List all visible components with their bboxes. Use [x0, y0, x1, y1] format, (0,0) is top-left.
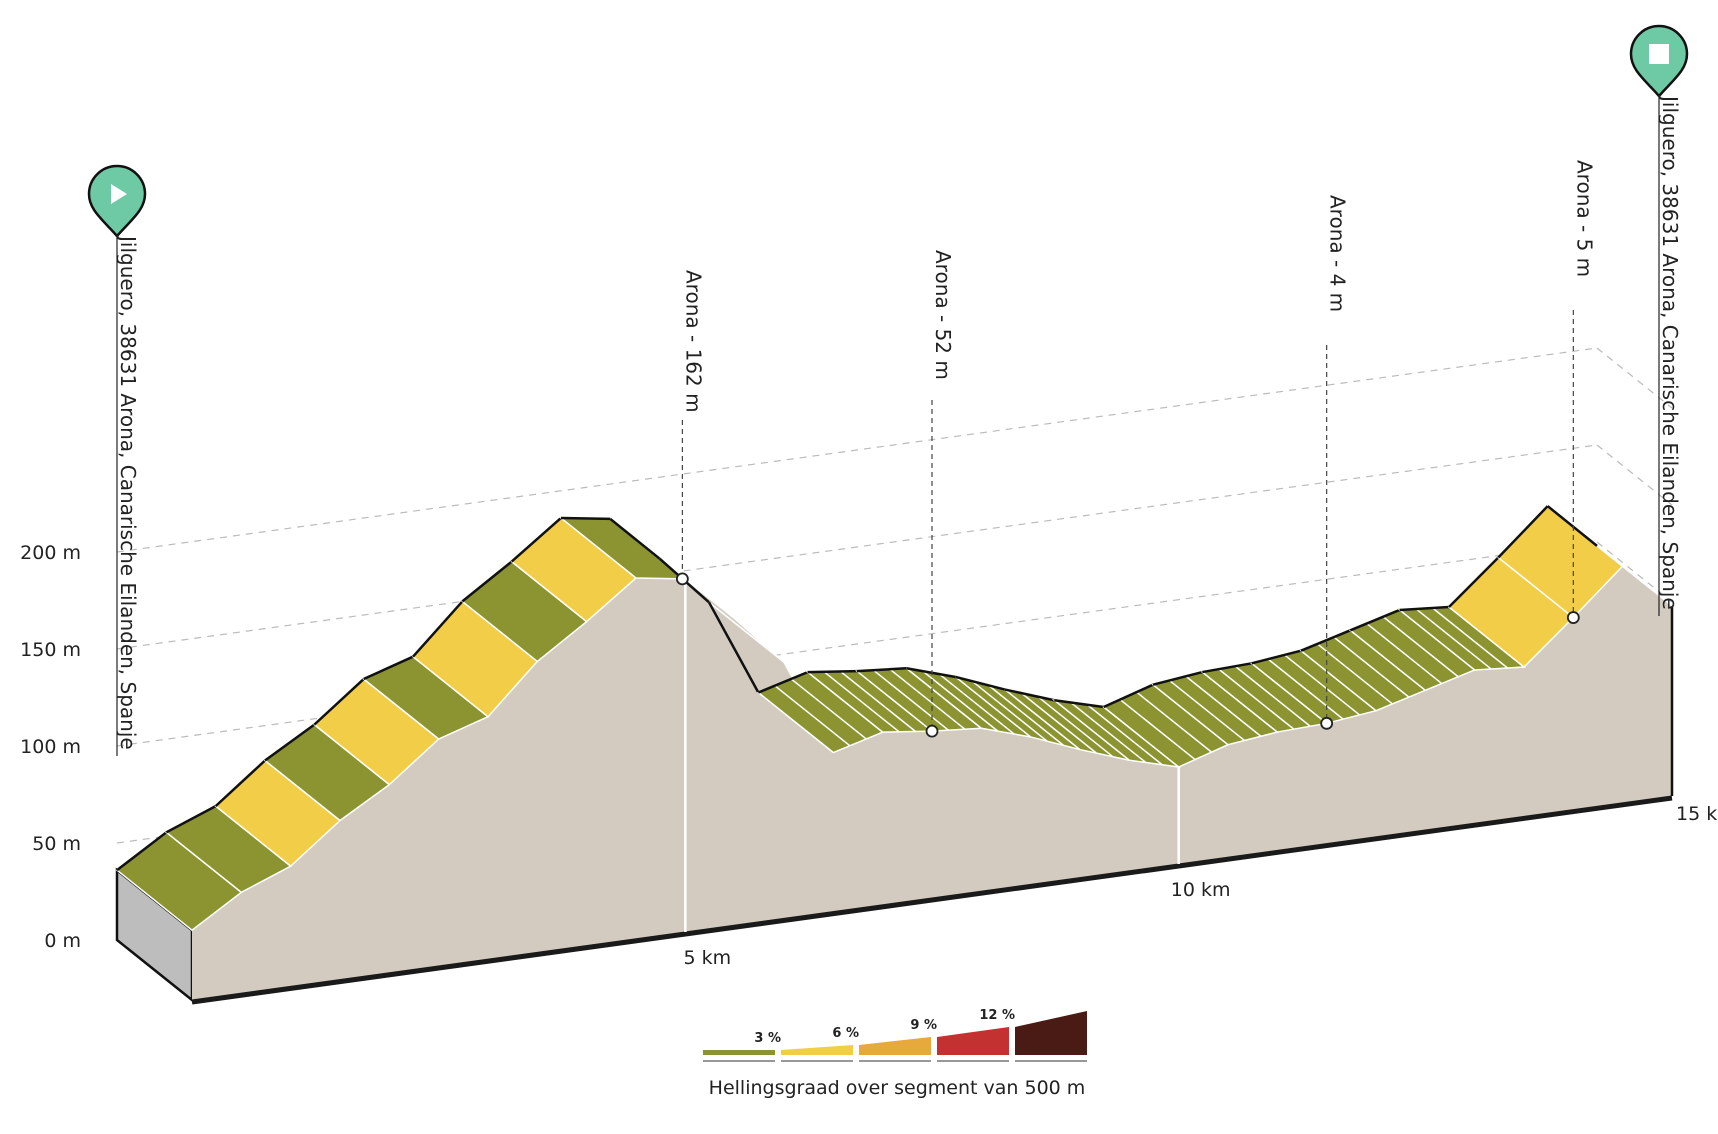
profile-ridge-line: [1546, 505, 1598, 547]
surface-hatch: [1382, 616, 1459, 678]
profile-ridge-line: [116, 831, 168, 872]
surface-hatch: [1119, 698, 1196, 761]
surface-hatch: [1037, 696, 1114, 758]
grid-line: [116, 444, 1598, 650]
start-finish-layer: Jilguero, 38631 Arona, Canarische Eiland…: [87, 24, 1689, 756]
legend-label: 12 %: [979, 1008, 1015, 1023]
profile-ridge-line: [609, 517, 661, 560]
profile-ridge-line: [906, 667, 956, 679]
finish-label: Jilguero, 38631 Arona, Canarische Eiland…: [1658, 94, 1682, 610]
profile-ridge-line: [1300, 629, 1351, 652]
x-tick-label: 10 km: [1171, 879, 1231, 901]
profile-ridge-line: [165, 805, 217, 834]
profile-ridge-line: [1399, 605, 1450, 612]
surface-hatch: [1316, 643, 1393, 705]
surface-hatch: [1070, 701, 1147, 764]
y-tick-label: 200 m: [20, 542, 81, 564]
waypoint-label: Arona - 4 m: [1326, 195, 1350, 312]
x-tick-label: 15 km: [1676, 803, 1718, 825]
profile-ridge-line: [1054, 698, 1104, 709]
gradient-segments-layer: [115, 505, 1673, 932]
profile-ridge-line: [412, 600, 464, 658]
surface-hatch: [1086, 704, 1163, 766]
play-icon: [111, 184, 127, 204]
profile-ridge-line: [1103, 683, 1154, 709]
profile-ridge-line: [1497, 505, 1549, 559]
surface-hatch: [938, 673, 1015, 735]
surface-hatch: [774, 685, 851, 747]
profile-ridge-line: [264, 723, 316, 762]
surface-hatch: [1284, 654, 1361, 716]
legend-swatch: [859, 1037, 931, 1055]
gradient-legend: 3 % 6 % 9 % 12 % Hellingsgraad over segment …: [703, 1008, 1087, 1099]
surface-hatch: [1218, 668, 1295, 730]
profile-ridge-line: [1251, 649, 1302, 665]
profile-ridge-line: [757, 670, 809, 694]
axis-layer: 0 m 50 m 100 m 150 m 200 m 5 km 10 km 15 km: [20, 542, 1718, 969]
surface-hatch: [790, 678, 867, 740]
profile-ridge-line: [363, 655, 414, 681]
profile-ridge-line: [1349, 608, 1401, 632]
legend-label: 6 %: [832, 1026, 859, 1041]
start-label: Jilguero, 38631 Arona, Canarische Eiland…: [116, 234, 140, 750]
surface-hatch: [1234, 665, 1311, 727]
waypoints-layer: Arona - 162 m Arona - 52 m Arona - 4 m Aron…: [675, 160, 1596, 738]
waypoint-dot: [675, 572, 689, 586]
x-tick-label: 5 km: [684, 947, 732, 969]
legend-label: 9 %: [910, 1018, 937, 1033]
surface-hatch: [1185, 675, 1262, 737]
y-tick-label: 100 m: [20, 736, 81, 758]
waypoint-dot: [1566, 611, 1580, 624]
terrain-front-face: [192, 566, 1672, 1000]
y-tick-label: 0 m: [44, 930, 81, 952]
profile-ridge-line: [461, 560, 513, 603]
surface-hatch: [988, 684, 1065, 746]
waypoint-dot: [925, 724, 939, 738]
surface-hatch: [922, 670, 999, 732]
legend-label: 3 %: [754, 1031, 781, 1046]
profile-ridge-line: [560, 516, 611, 521]
surface-hatch: [1267, 658, 1344, 720]
y-tick-label: 50 m: [32, 833, 81, 855]
surface-hatch: [1136, 691, 1213, 753]
profile-ridge-line: [1202, 662, 1252, 674]
terrain-floor-edge: [191, 795, 1673, 1005]
surface-hatch: [971, 680, 1048, 742]
profile-ridge-line: [510, 517, 562, 563]
surface-hatch: [823, 671, 900, 733]
surface-hatch: [872, 669, 949, 731]
waypoint-label: Arona - 162 m: [681, 270, 705, 413]
profile-ridge-line: [955, 675, 1006, 691]
legend-swatch: [937, 1027, 1009, 1055]
profile-ridge-line: [1448, 556, 1500, 608]
profile-ridge-line: [807, 669, 858, 674]
start-marker-pin: [87, 164, 147, 238]
surface-hatch: [1432, 607, 1509, 669]
legend-title: Hellingsgraad over segment van 500 m: [709, 1077, 1086, 1099]
profile-ridge-line: [1004, 688, 1055, 702]
surface-hatch: [1333, 636, 1410, 698]
waypoint-label: Arona - 52 m: [931, 250, 955, 380]
grid-line: [116, 347, 1598, 553]
surface-hatch: [1168, 679, 1245, 742]
legend-swatch: [781, 1045, 853, 1055]
legend-swatch: [703, 1050, 775, 1055]
surface-hatch: [1020, 692, 1097, 754]
surface-hatch: [1366, 622, 1443, 685]
waypoint-dot: [1320, 716, 1334, 730]
surface-hatch: [840, 670, 917, 733]
profile-ridge-line: [1152, 670, 1203, 686]
waypoint-label: Arona - 5 m: [1572, 160, 1596, 277]
surface-hatch: [1415, 608, 1492, 670]
profile-ridge-line: [214, 759, 266, 808]
profile-ridge-line: [707, 601, 760, 694]
profile-ridge-line: [856, 666, 907, 673]
stop-icon: [1649, 44, 1669, 64]
legend-swatch: [1015, 1011, 1087, 1055]
y-tick-label: 150 m: [20, 639, 81, 661]
profile-ridge-line: [313, 678, 365, 726]
surface-hatch: [889, 668, 966, 730]
